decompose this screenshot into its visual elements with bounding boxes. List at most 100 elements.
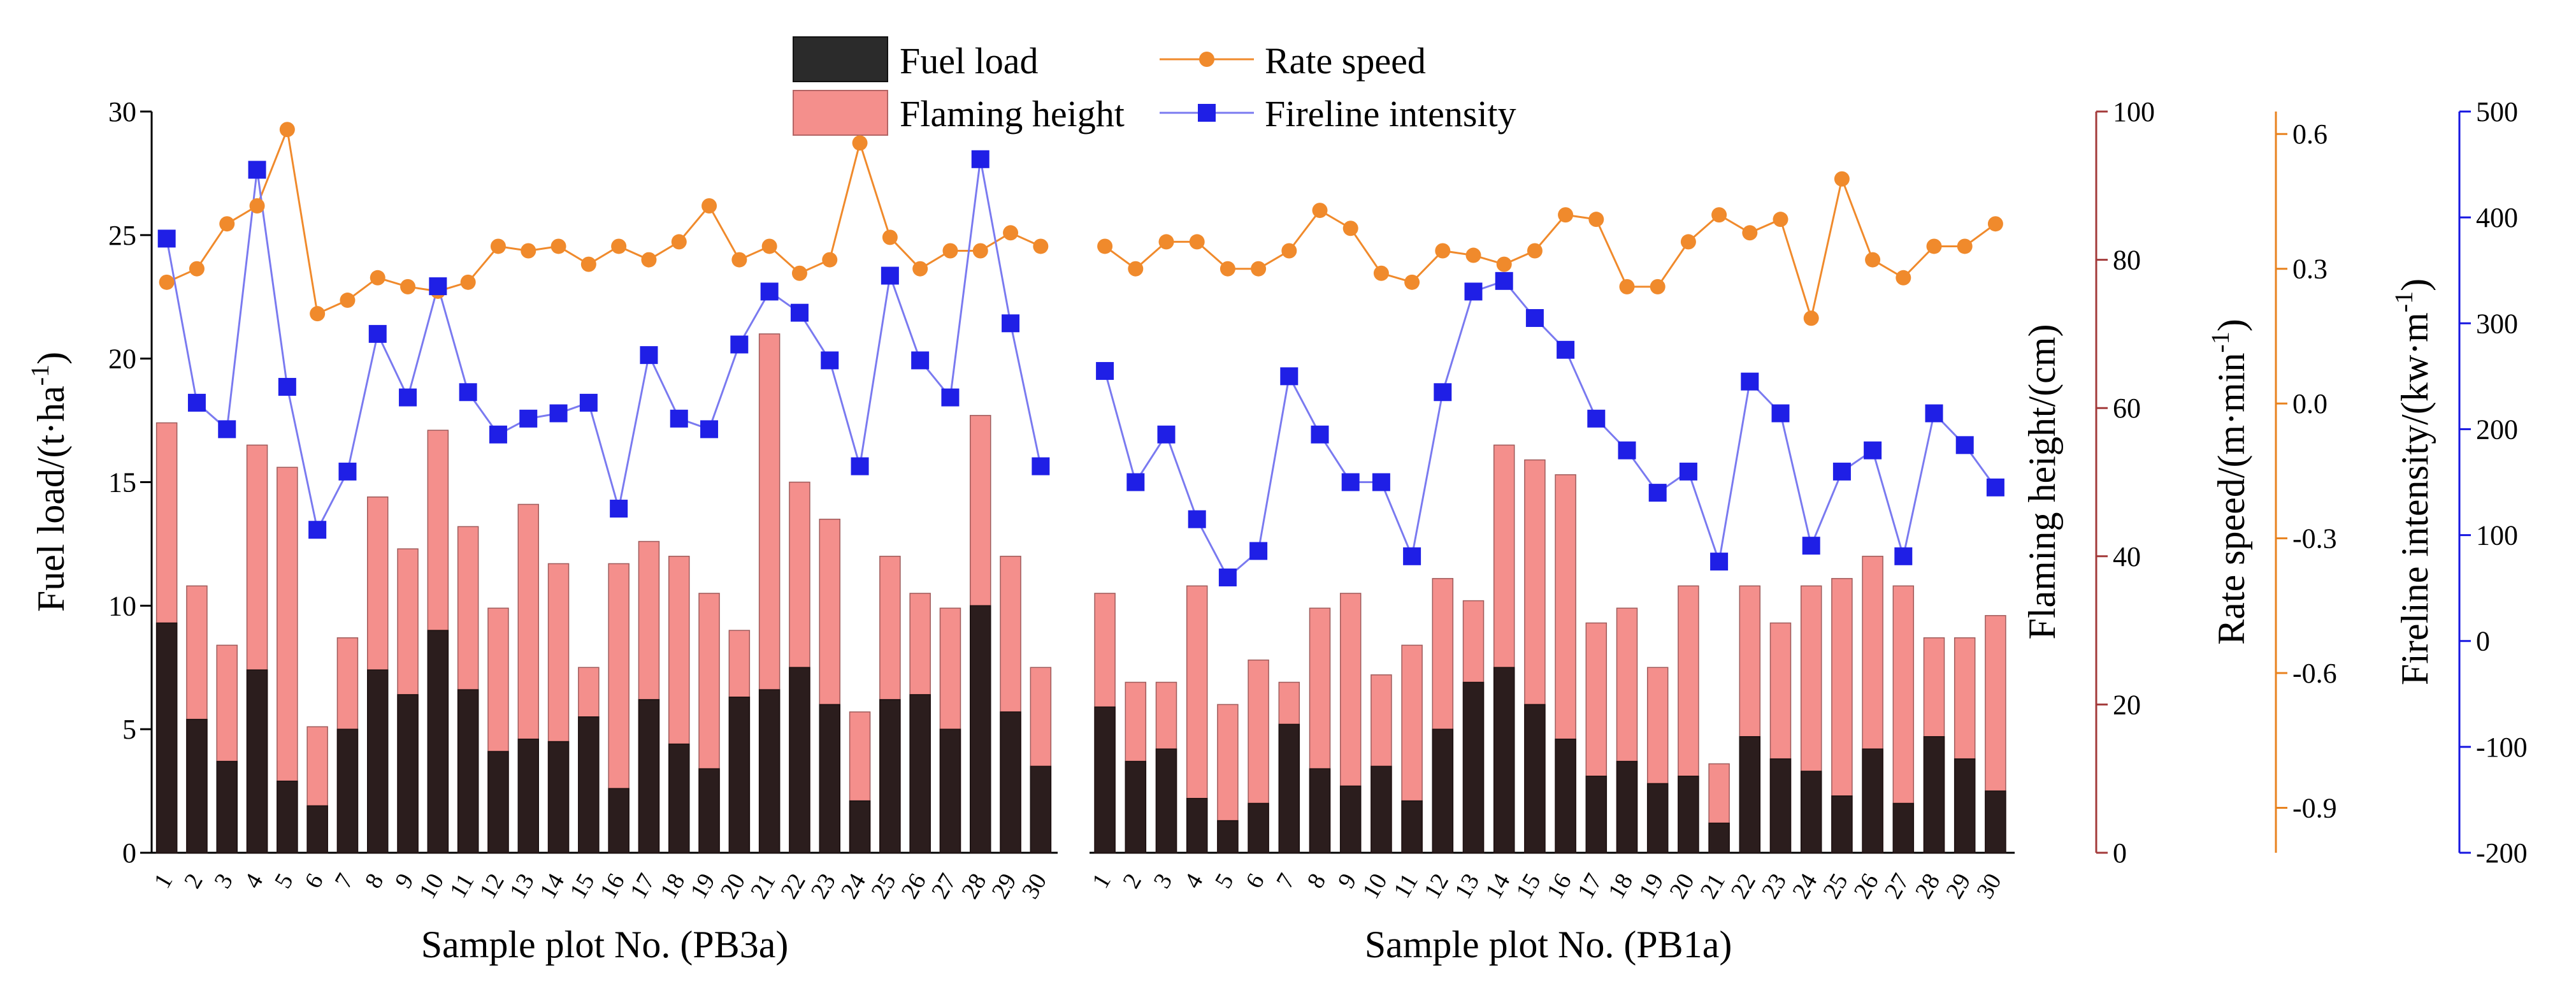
- fuel-load-bar: [1739, 736, 1761, 853]
- rate-speed-tick-label: 0.0: [2292, 388, 2328, 419]
- rate-speed-point: [490, 238, 506, 254]
- flaming-height-tick-label: 40: [2113, 541, 2141, 572]
- fuel-load-bar: [216, 760, 238, 853]
- fireline-intensity-point: [278, 377, 296, 396]
- flaming-height-tick-label: 100: [2113, 96, 2155, 127]
- fuel-load-bar: [336, 728, 359, 853]
- fireline-intensity-point: [971, 150, 989, 168]
- fuel-load-bar: [668, 743, 690, 853]
- panel-1-bars: [155, 333, 1052, 853]
- fireline-intensity-point: [1280, 367, 1299, 386]
- fuel-load-bar: [1125, 760, 1147, 853]
- fuel-load-bar: [728, 697, 751, 853]
- fuel-load-bar: [1555, 738, 1576, 853]
- rate-speed-axis-title: Rate speed/(m·min-1): [2206, 319, 2252, 645]
- flaming-height-tick-label: 0: [2113, 837, 2127, 869]
- fuel-load-tick-label: 15: [108, 467, 136, 498]
- rate-speed-point: [1650, 279, 1666, 294]
- rate-speed-point: [1189, 234, 1205, 250]
- rate-speed-point: [159, 274, 175, 290]
- fireline-intensity-tick-label: -100: [2476, 732, 2528, 763]
- fuel-load-bar: [367, 669, 389, 853]
- fireline-intensity-point: [790, 303, 809, 322]
- fuel-load-bar: [608, 788, 630, 853]
- fireline-intensity-point: [218, 420, 236, 438]
- rate-speed-point: [761, 238, 777, 254]
- fireline-intensity-point: [519, 409, 538, 428]
- rate-speed-point: [279, 122, 295, 138]
- fireline-intensity-point: [941, 388, 960, 407]
- fuel-load-bar: [1862, 748, 1883, 853]
- fireline-intensity-tick-label: 400: [2476, 202, 2518, 233]
- rate-speed-point: [219, 216, 235, 232]
- rate-speed-point: [731, 252, 747, 268]
- fireline-intensity-point: [851, 457, 869, 475]
- fuel-load-bar: [517, 738, 539, 853]
- rate-speed-point: [189, 261, 205, 277]
- fuel-load-bar: [819, 704, 840, 853]
- fuel-load-bar: [1401, 800, 1423, 853]
- fuel-load-bar: [849, 800, 871, 853]
- fuel-load-tick-label: 30: [108, 96, 136, 127]
- fireline-intensity-axis: -200 -100 0 100 200 300 400 500: [2458, 96, 2528, 869]
- fuel-load-bar: [1094, 706, 1116, 853]
- fireline-intensity-point: [1802, 537, 1820, 555]
- fireline-intensity-point: [1587, 409, 1606, 428]
- fuel-load-bar: [277, 780, 298, 853]
- rate-speed-point: [1465, 247, 1481, 263]
- rate-speed-point: [1404, 274, 1420, 290]
- fuel-load-bar: [1000, 711, 1021, 853]
- flaming-height-axis-title: Flaming height/(cm): [2021, 324, 2063, 640]
- fireline-intensity-point: [670, 409, 688, 428]
- fireline-intensity-point: [1032, 457, 1050, 475]
- fireline-intensity-point: [1341, 473, 1360, 491]
- fuel-load-bar: [1585, 776, 1608, 853]
- fireline-intensity-point: [1249, 542, 1268, 560]
- rate-speed-point: [1558, 207, 1574, 223]
- fireline-intensity-point: [338, 462, 357, 481]
- rate-speed-point: [1742, 225, 1758, 241]
- fuel-load-tick-label: 20: [108, 344, 136, 375]
- fuel-load-axis-title: Fuel load/(t·ha-1): [25, 352, 72, 612]
- fuel-load-bar: [397, 694, 419, 853]
- fireline-intensity-point: [1832, 462, 1851, 481]
- fuel-load-bar: [1831, 795, 1853, 853]
- rate-speed-point: [550, 238, 566, 254]
- rate-speed-point: [942, 243, 958, 259]
- fireline-intensity-point: [368, 324, 387, 343]
- fuel-load-tick-label: 5: [122, 714, 136, 745]
- fireline-intensity-point: [760, 282, 779, 301]
- flaming-height-tick-label: 20: [2113, 689, 2141, 720]
- rate-speed-point: [1711, 207, 1727, 223]
- fireline-intensity-point: [821, 351, 839, 370]
- rate-speed-point: [1865, 252, 1881, 268]
- fuel-load-bar: [1708, 822, 1730, 853]
- rate-speed-point: [852, 135, 868, 151]
- fuel-load-bar: [1339, 785, 1362, 853]
- fireline-intensity-point: [1894, 547, 1913, 565]
- fireline-intensity-point: [1403, 547, 1421, 565]
- fuel-load-bar: [186, 718, 208, 853]
- fireline-intensity-point: [1741, 372, 1759, 391]
- rate-speed-axis: -0.9 -0.6 -0.3 0.0 0.3 0.6: [2275, 112, 2337, 853]
- fireline-intensity-point: [1495, 272, 1513, 290]
- fuel-load-bar: [1616, 760, 1638, 853]
- panel-2-markers: [1096, 171, 2004, 587]
- rate-speed-point: [1435, 243, 1451, 259]
- fireline-intensity-point: [1679, 462, 1697, 481]
- fuel-load-bar: [939, 728, 961, 853]
- rate-speed-point: [521, 243, 536, 259]
- fuel-load-bar: [1892, 802, 1915, 853]
- rate-speed-point: [1926, 238, 1942, 254]
- fuel-load-bar: [1186, 797, 1208, 853]
- panel-2-bars: [1094, 444, 2006, 853]
- legend-flaming-height-label: Flaming height: [900, 93, 1125, 134]
- rate-speed-point: [1680, 234, 1696, 250]
- fuel-load-bar: [246, 669, 268, 853]
- fireline-intensity-point: [1618, 441, 1636, 460]
- rate-speed-point: [249, 198, 265, 214]
- fireline-intensity-tick-label: 300: [2476, 308, 2518, 339]
- fuel-load-bar: [1217, 820, 1239, 853]
- fireline-intensity-tick-label: 100: [2476, 520, 2518, 551]
- fireline-intensity-point: [610, 500, 628, 518]
